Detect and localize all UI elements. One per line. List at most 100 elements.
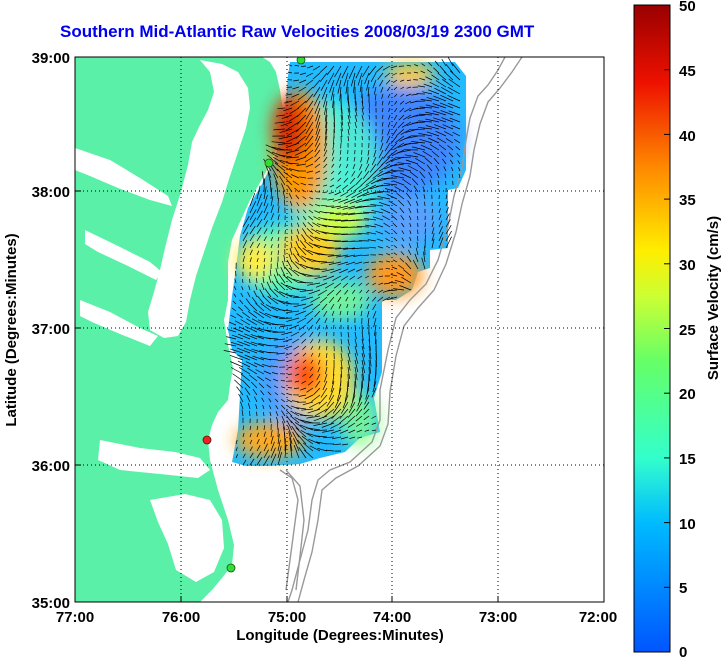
velocity-vector xyxy=(261,397,265,403)
velocity-vector xyxy=(382,215,391,221)
velocity-vector xyxy=(320,246,335,249)
x-tick-label: 75:00 xyxy=(268,609,306,626)
velocity-vector xyxy=(400,215,405,221)
albemarle-sound xyxy=(98,440,210,478)
velocity-vector xyxy=(383,177,398,179)
velocity-vector xyxy=(375,65,384,73)
velocity-vector xyxy=(408,207,412,214)
velocity-vector xyxy=(296,209,300,214)
velocity-vector xyxy=(326,289,335,296)
velocity-vector xyxy=(372,216,384,221)
velocity-vector xyxy=(377,196,391,200)
velocity-vector xyxy=(347,184,356,192)
velocity-vector xyxy=(273,274,279,284)
velocity-vector xyxy=(242,224,250,235)
velocity-vector xyxy=(316,373,321,381)
velocity-vector xyxy=(255,404,258,410)
velocity-vector xyxy=(313,268,328,271)
velocity-vector xyxy=(323,156,328,163)
velocity-vector xyxy=(416,241,419,249)
velocity-vector xyxy=(440,94,454,102)
velocity-vector xyxy=(353,156,356,162)
velocity-vector xyxy=(304,149,314,158)
velocity-vector xyxy=(276,168,286,179)
velocity-vector xyxy=(333,114,335,128)
velocity-vector xyxy=(274,162,286,172)
velocity-vector xyxy=(338,170,342,175)
velocity-vector xyxy=(354,338,358,348)
velocity-vector xyxy=(439,102,454,109)
velocity-vector xyxy=(283,199,286,207)
velocity-vector xyxy=(273,173,279,186)
velocity-vector xyxy=(413,185,419,193)
velocity-vector xyxy=(422,150,433,158)
velocity-vector xyxy=(407,249,412,256)
station-marker-north xyxy=(296,57,306,65)
velocity-vector xyxy=(426,131,440,137)
velocity-vector xyxy=(368,107,371,114)
velocity-vector xyxy=(420,70,426,74)
velocity-vector xyxy=(252,388,258,396)
velocity-vector xyxy=(338,303,342,309)
velocity-vector xyxy=(338,198,349,203)
velocity-vector xyxy=(382,289,391,293)
velocity-vector xyxy=(305,128,314,141)
velocity-vector xyxy=(265,337,279,340)
velocity-vector xyxy=(295,261,307,270)
velocity-vector xyxy=(305,100,314,112)
velocity-vector xyxy=(378,201,391,207)
velocity-vector xyxy=(354,121,357,128)
velocity-vector xyxy=(258,383,265,389)
velocity-vector xyxy=(355,415,363,422)
velocity-vector xyxy=(388,107,391,113)
velocity-vector xyxy=(307,221,314,228)
velocity-vector xyxy=(249,458,255,466)
velocity-vector xyxy=(302,222,307,228)
velocity-vector xyxy=(315,317,321,324)
velocity-vector xyxy=(368,338,371,351)
velocity-vector xyxy=(389,282,398,284)
velocity-vector xyxy=(314,310,321,318)
velocity-vector xyxy=(429,81,440,88)
velocity-vector xyxy=(357,72,363,86)
velocity-vector xyxy=(298,86,307,92)
velocity-vector xyxy=(309,235,321,242)
velocity-vector xyxy=(263,178,265,193)
velocity-vector xyxy=(396,128,405,137)
velocity-vector xyxy=(385,156,398,165)
velocity-vector xyxy=(441,117,454,123)
velocity-vector xyxy=(290,100,300,106)
velocity-vector xyxy=(361,100,364,110)
velocity-vector xyxy=(331,205,342,208)
velocity-vector xyxy=(267,154,279,165)
velocity-vector xyxy=(416,208,419,214)
velocity-vector xyxy=(419,77,426,81)
velocity-vector xyxy=(249,264,252,270)
velocity-vector xyxy=(448,78,461,88)
velocity-vector xyxy=(295,156,307,161)
velocity-vector xyxy=(237,333,251,340)
velocity-vector xyxy=(302,303,314,310)
velocity-vector xyxy=(344,254,356,258)
velocity-vector xyxy=(348,205,363,210)
velocity-vector xyxy=(421,178,426,186)
velocity-vector xyxy=(284,444,287,459)
velocity-vector xyxy=(372,296,377,302)
velocity-vector xyxy=(393,230,398,235)
velocity-vector xyxy=(349,198,363,204)
velocity-vector xyxy=(295,240,300,249)
velocity-vector xyxy=(300,331,307,338)
velocity-vector xyxy=(311,394,321,402)
velocity-vector xyxy=(263,443,268,452)
velocity-vector xyxy=(292,180,300,186)
velocity-vector xyxy=(354,261,363,265)
velocity-vector xyxy=(330,429,342,434)
velocity-vector xyxy=(350,72,356,87)
chesapeake-bay xyxy=(148,60,250,338)
velocity-vector xyxy=(262,276,265,284)
x-axis-title: Longitude (Degrees:Minutes) xyxy=(236,627,444,644)
velocity-vector xyxy=(332,373,335,385)
velocity-vector xyxy=(336,254,349,258)
velocity-vector xyxy=(374,93,377,101)
velocity-vector xyxy=(289,168,300,172)
